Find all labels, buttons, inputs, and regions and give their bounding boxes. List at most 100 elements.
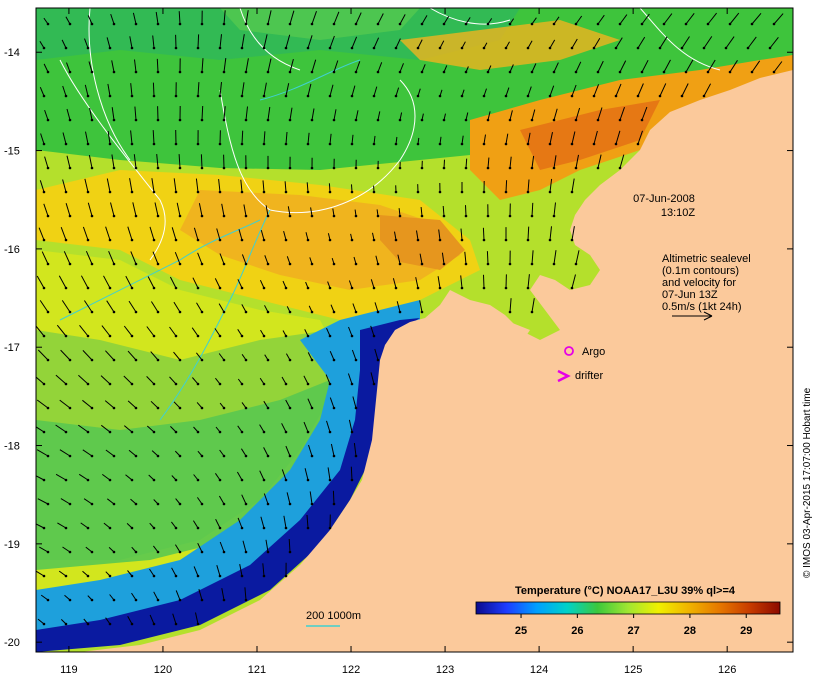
velocity-arrow-head — [552, 118, 556, 122]
velocity-arrow-head — [548, 190, 552, 194]
velocity-arrow-head — [548, 142, 552, 146]
velocity-arrow-head — [306, 526, 310, 530]
velocity-arrow-head — [288, 358, 292, 362]
velocity-arrow — [285, 131, 288, 145]
velocity-arrow — [597, 154, 602, 169]
velocity-arrow — [110, 13, 115, 25]
velocity-arrow-head — [548, 238, 552, 242]
velocity-arrow-head — [108, 526, 112, 530]
velocity-arrow-head — [244, 550, 248, 554]
velocity-arrow — [59, 399, 71, 409]
velocity-arrow-head — [152, 142, 156, 146]
velocity-arrow-head — [460, 286, 464, 290]
velocity-arrow-head — [244, 118, 248, 122]
velocity-arrow — [219, 541, 225, 553]
velocity-arrow — [263, 82, 267, 97]
velocity-arrow — [329, 35, 335, 49]
velocity-arrow-head — [152, 622, 156, 626]
velocity-arrow-head — [508, 118, 512, 122]
velocity-arrow — [553, 16, 560, 25]
velocity-arrow-head — [156, 22, 160, 26]
velocity-arrow-head — [218, 526, 222, 530]
velocity-arrow-head — [332, 262, 336, 266]
velocity-arrow-head — [156, 502, 160, 506]
velocity-arrow-head — [130, 382, 134, 386]
velocity-arrow-head — [526, 94, 530, 98]
velocity-arrow — [483, 274, 485, 289]
velocity-arrow — [575, 250, 580, 265]
velocity-arrow-head — [460, 190, 464, 194]
velocity-arrow-head — [328, 526, 332, 530]
velocity-arrow — [100, 375, 111, 385]
velocity-arrow-head — [108, 478, 112, 482]
velocity-arrow-head — [108, 238, 112, 242]
velocity-arrow — [43, 203, 49, 217]
velocity-arrow-head — [244, 22, 248, 26]
velocity-arrow-head — [46, 70, 50, 74]
velocity-arrow-head — [108, 94, 112, 98]
velocity-arrow-head — [750, 70, 754, 74]
velocity-arrow — [83, 300, 93, 313]
velocity-arrow-head — [174, 622, 178, 626]
velocity-arrow-head — [200, 550, 204, 554]
velocity-arrow-head — [508, 310, 512, 314]
velocity-arrow — [460, 228, 463, 241]
velocity-arrow-head — [90, 262, 94, 266]
velocity-arrow-head — [112, 214, 116, 218]
velocity-arrow — [219, 253, 225, 265]
velocity-arrow-head — [332, 406, 336, 410]
velocity-arrow-head — [262, 142, 266, 146]
velocity-arrow-head — [196, 526, 200, 530]
velocity-arrow-head — [438, 286, 442, 290]
velocity-arrow-head — [482, 238, 486, 242]
velocity-arrow — [311, 59, 317, 73]
velocity-arrow-head — [152, 574, 156, 578]
velocity-arrow-head — [504, 142, 508, 146]
velocity-arrow-head — [438, 238, 442, 242]
velocity-arrow — [240, 179, 243, 193]
colorbar-tick-label: 26 — [571, 625, 583, 637]
velocity-arrow-head — [266, 358, 270, 362]
velocity-arrow-head — [574, 166, 578, 170]
velocity-arrow — [82, 350, 93, 361]
velocity-arrow-head — [354, 214, 358, 218]
velocity-arrow-head — [398, 262, 402, 266]
velocity-arrow — [283, 230, 287, 241]
velocity-arrow — [84, 84, 89, 97]
velocity-arrow — [214, 328, 221, 337]
velocity-arrow — [197, 252, 203, 265]
velocity-arrow — [437, 276, 441, 289]
velocity-arrow — [100, 424, 111, 433]
velocity-arrow-head — [42, 286, 46, 290]
velocity-arrow-head — [332, 22, 336, 26]
velocity-arrow — [483, 134, 486, 145]
velocity-arrow-head — [636, 46, 640, 50]
velocity-arrow — [150, 301, 159, 313]
velocity-arrow — [123, 375, 133, 385]
velocity-arrow-head — [130, 238, 134, 242]
velocity-arrow-head — [222, 550, 226, 554]
lon-tick-label: 126 — [718, 664, 736, 676]
velocity-arrow-head — [130, 94, 134, 98]
velocity-arrow-head — [420, 262, 424, 266]
velocity-arrow-head — [156, 166, 160, 170]
velocity-arrow-head — [416, 286, 420, 290]
velocity-arrow — [36, 475, 45, 481]
velocity-arrow-head — [640, 22, 644, 26]
velocity-arrow-head — [152, 334, 156, 338]
velocity-arrow — [263, 131, 266, 145]
velocity-arrow-head — [350, 334, 354, 338]
altimetry-line-2: (0.1m contours) — [662, 265, 739, 277]
velocity-arrow — [193, 227, 199, 241]
velocity-arrow-head — [420, 22, 424, 26]
velocity-arrow-head — [482, 286, 486, 290]
velocity-arrow — [150, 400, 159, 409]
sealevel-contours — [59, 8, 721, 261]
velocity-arrow — [265, 539, 269, 553]
velocity-arrow-head — [68, 118, 72, 122]
velocity-arrow-head — [394, 190, 398, 194]
velocity-arrow — [681, 83, 689, 97]
velocity-arrow — [571, 84, 577, 97]
velocity-arrow — [377, 13, 384, 25]
velocity-arrow-head — [68, 454, 72, 458]
